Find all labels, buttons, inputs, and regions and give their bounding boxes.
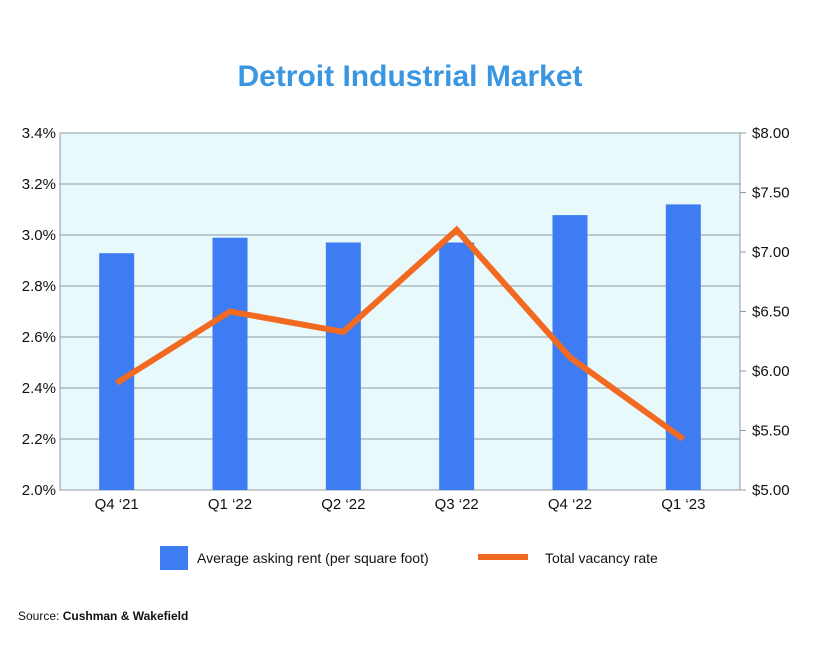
right-tick-label: $7.50 — [752, 185, 790, 202]
plot-area — [59, 132, 741, 491]
bar — [439, 242, 475, 490]
left-tick-label: 2.8% — [22, 278, 56, 295]
right-tick-label: $6.50 — [752, 304, 790, 321]
source-note: Source: Cushman & Wakefield — [18, 609, 188, 623]
bar — [552, 215, 588, 491]
bar — [212, 237, 248, 490]
left-tick-label: 3.0% — [22, 227, 56, 244]
x-tick-label: Q1 ‘23 — [661, 496, 705, 513]
right-tick-label: $6.00 — [752, 363, 790, 380]
left-tick-label: 2.6% — [22, 329, 56, 346]
x-tick-label: Q3 ‘22 — [435, 496, 479, 513]
bar-series — [99, 204, 701, 491]
left-tick-label: 3.4% — [22, 125, 56, 142]
source-label: Source: — [18, 609, 63, 623]
vacancy-line — [115, 225, 686, 442]
right-tick-label: $8.00 — [752, 125, 790, 142]
left-tick-label: 3.2% — [22, 176, 56, 193]
chart: Detroit Industrial Market 2.0%2.2%2.4%2.… — [22, 60, 790, 570]
bar — [99, 253, 135, 490]
bar — [325, 242, 361, 490]
bar — [665, 204, 701, 490]
x-tick-label: Q4 ‘22 — [548, 496, 592, 513]
x-tick-label: Q2 ‘22 — [321, 496, 365, 513]
right-tick-label: $5.50 — [752, 423, 790, 440]
left-tick-label: 2.0% — [22, 482, 56, 499]
right-axis-ticks: $5.00 $5.50 $6.00 $6.50 $7.00 $7.50 $8.00 — [740, 125, 790, 499]
right-tick-label: $7.00 — [752, 244, 790, 261]
gridlines — [60, 132, 740, 491]
left-tick-label: 2.4% — [22, 380, 56, 397]
x-tick-label: Q1 ‘22 — [208, 496, 252, 513]
right-tick-label: $5.00 — [752, 482, 790, 499]
chart-title: Detroit Industrial Market — [237, 60, 582, 93]
left-tick-label: 2.2% — [22, 431, 56, 448]
x-tick-label: Q4 ‘21 — [95, 496, 139, 513]
source-name: Cushman & Wakefield — [62, 609, 189, 623]
x-axis-ticks: Q4 ‘21 Q1 ‘22 Q2 ‘22 Q3 ‘22 Q4 ‘22 Q1 ‘23 — [95, 496, 706, 513]
legend-bar-label: Average asking rent (per square foot) — [197, 550, 429, 566]
legend-bar-swatch — [160, 546, 188, 570]
legend-line-label: Total vacancy rate — [545, 550, 658, 566]
legend: Average asking rent (per square foot) To… — [160, 546, 658, 570]
left-axis-ticks: 2.0% 2.2% 2.4% 2.6% 2.8% 3.0% 3.2% 3.4% — [22, 125, 56, 499]
